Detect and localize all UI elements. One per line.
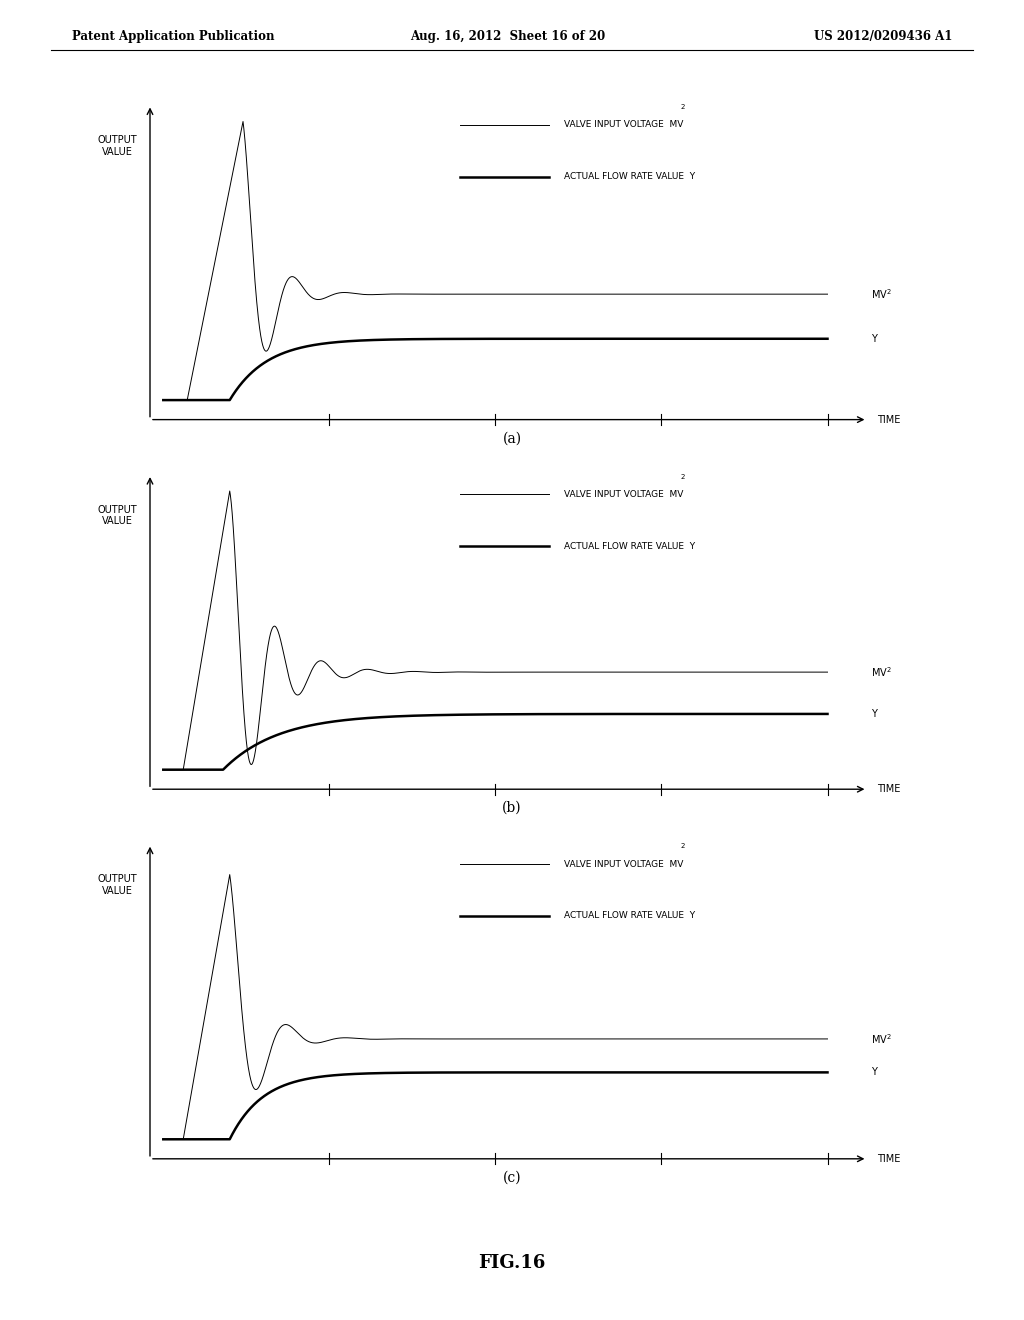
Text: TIME: TIME [878,414,901,425]
Text: 2: 2 [680,104,684,110]
Text: OUTPUT
VALUE: OUTPUT VALUE [97,874,137,896]
Text: (c): (c) [503,1171,521,1184]
Text: VALVE INPUT VOLTAGE  MV: VALVE INPUT VOLTAGE MV [563,859,683,869]
Text: 2: 2 [680,474,684,479]
Text: (b): (b) [502,801,522,814]
Text: TIME: TIME [878,784,901,795]
Text: Patent Application Publication: Patent Application Publication [72,30,274,44]
Text: (a): (a) [503,432,521,445]
Text: MV$^2$: MV$^2$ [870,1032,892,1045]
Text: VALVE INPUT VOLTAGE  MV: VALVE INPUT VOLTAGE MV [563,120,683,129]
Text: Aug. 16, 2012  Sheet 16 of 20: Aug. 16, 2012 Sheet 16 of 20 [410,30,605,44]
Text: FIG.16: FIG.16 [478,1254,546,1272]
Text: Y: Y [870,1068,877,1077]
Text: TIME: TIME [878,1154,901,1164]
Text: OUTPUT
VALUE: OUTPUT VALUE [97,135,137,157]
Text: MV$^2$: MV$^2$ [870,665,892,678]
Text: 2: 2 [680,843,684,849]
Text: ACTUAL FLOW RATE VALUE  Y: ACTUAL FLOW RATE VALUE Y [563,172,694,181]
Text: ACTUAL FLOW RATE VALUE  Y: ACTUAL FLOW RATE VALUE Y [563,541,694,550]
Text: ACTUAL FLOW RATE VALUE  Y: ACTUAL FLOW RATE VALUE Y [563,911,694,920]
Text: MV$^2$: MV$^2$ [870,288,892,301]
Text: VALVE INPUT VOLTAGE  MV: VALVE INPUT VOLTAGE MV [563,490,683,499]
Text: OUTPUT
VALUE: OUTPUT VALUE [97,504,137,527]
Text: Y: Y [870,334,877,343]
Text: Y: Y [870,709,877,719]
Text: US 2012/0209436 A1: US 2012/0209436 A1 [814,30,952,44]
